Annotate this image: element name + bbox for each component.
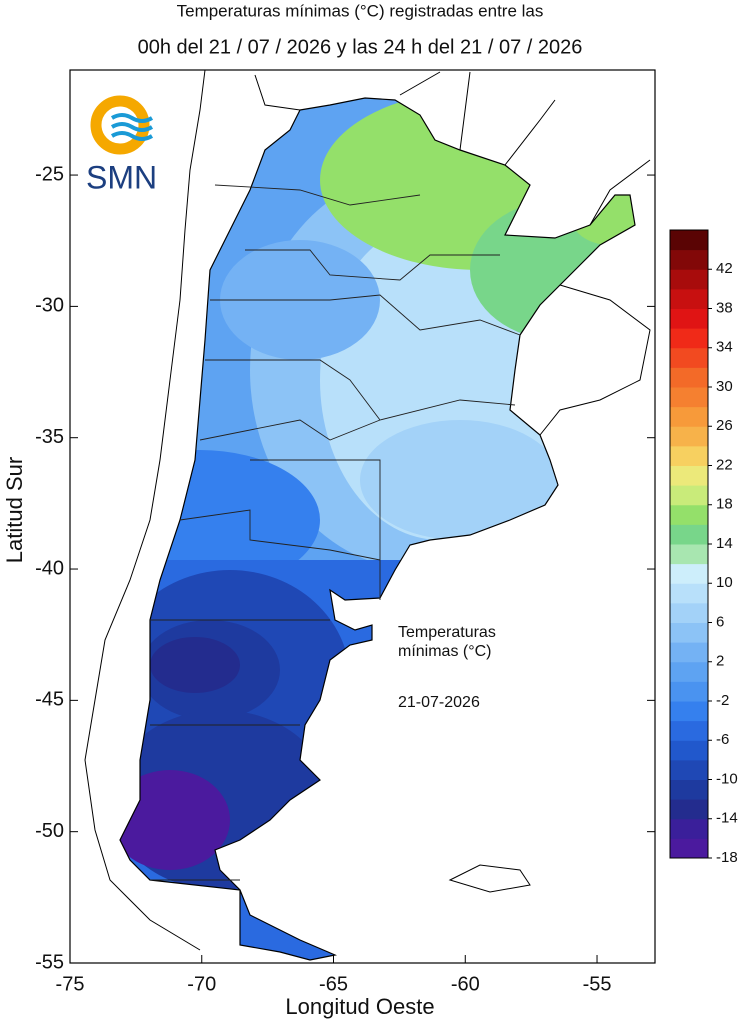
colorbar-band — [670, 779, 708, 800]
colorbar-tick-label: 14 — [716, 535, 733, 552]
colorbar-band — [670, 583, 708, 604]
colorbar-tick-label: 34 — [716, 339, 733, 356]
colorbar-band — [670, 465, 708, 486]
colorbar-tick-label: 38 — [716, 299, 733, 316]
colorbar-band — [670, 681, 708, 702]
colorbar-tick-label: -2 — [716, 692, 729, 709]
colorbar-band — [670, 838, 708, 859]
logo-text: SMN — [86, 159, 157, 195]
temperature-field — [120, 98, 635, 960]
annotation: mínimas (°C) — [398, 643, 492, 660]
colorbar-band — [670, 602, 708, 623]
colorbar-tick-label: 22 — [716, 456, 733, 473]
colorbar-band — [670, 818, 708, 839]
colorbar-tick-label: 6 — [716, 613, 724, 630]
colorbar-band — [670, 249, 708, 270]
logo-waves — [110, 113, 154, 141]
colorbar-band — [670, 328, 708, 349]
colorbar-band — [670, 406, 708, 427]
neighbour-borders — [84, 69, 651, 951]
annotation: Temperaturas — [398, 624, 496, 641]
colorbar-band — [670, 740, 708, 761]
colorbar-tick-label: -6 — [716, 731, 729, 748]
x-tick-label: -65 — [319, 973, 348, 995]
x-tick-label: -60 — [451, 973, 480, 995]
colorbar-band — [670, 661, 708, 682]
colorbar-tick-label: -10 — [716, 770, 738, 787]
logo: SMN — [86, 95, 157, 195]
colorbar-band — [670, 759, 708, 780]
colorbar-tick-label: -14 — [716, 810, 738, 827]
colorbar-band — [670, 720, 708, 741]
colorbar-band — [670, 524, 708, 545]
colorbar-tick-label: -18 — [716, 849, 738, 866]
y-tick-label: -45 — [35, 689, 64, 711]
title-line: Temperaturas mínimas (°C) registradas en… — [177, 1, 544, 20]
colorbar-band — [670, 799, 708, 820]
colorbar-band — [670, 563, 708, 584]
colorbar-tick-label: 42 — [716, 260, 733, 277]
x-tick-label: -55 — [583, 973, 612, 995]
colorbar-band — [670, 387, 708, 408]
y-tick-label: -25 — [35, 163, 64, 185]
colorbar-band — [670, 701, 708, 722]
colorbar-band — [670, 504, 708, 525]
colorbar-tick-label: 2 — [716, 653, 724, 670]
colorbar-band — [670, 347, 708, 368]
colorbar-tick-label: 30 — [716, 378, 733, 395]
colorbar-band — [670, 230, 708, 251]
x-tick-label: -70 — [187, 973, 216, 995]
colorbar-tick-label: 10 — [716, 574, 733, 591]
title-line: 00h del 21 / 07 / 2026 y las 24 h del 21… — [138, 36, 583, 58]
y-tick-label: -55 — [35, 951, 64, 973]
logo-ring — [90, 95, 150, 155]
colorbar-band — [670, 269, 708, 290]
y-tick-label: -50 — [35, 820, 64, 842]
y-axis-label: Latitud Sur — [2, 457, 27, 563]
colorbar-band — [670, 308, 708, 329]
x-tick-label: -75 — [56, 973, 85, 995]
colorbar-band — [670, 642, 708, 663]
colorbar-tick-label: 18 — [716, 496, 733, 513]
colorbar-band — [670, 622, 708, 643]
colorbar-band — [670, 367, 708, 388]
colorbar-tick-label: 26 — [716, 417, 733, 434]
colorbar-band — [670, 445, 708, 466]
province-borders — [150, 184, 521, 881]
colorbar-band — [670, 485, 708, 506]
x-axis-label: Longitud Oeste — [285, 994, 434, 1019]
colorbar-band — [670, 288, 708, 309]
y-tick-label: -40 — [35, 557, 64, 579]
y-tick-label: -30 — [35, 295, 64, 317]
plot-frame — [69, 69, 656, 964]
date-label: 21-07-2026 — [398, 694, 480, 711]
colorbar-band — [670, 426, 708, 447]
y-tick-label: -35 — [35, 426, 64, 448]
colorbar-band — [670, 544, 708, 565]
